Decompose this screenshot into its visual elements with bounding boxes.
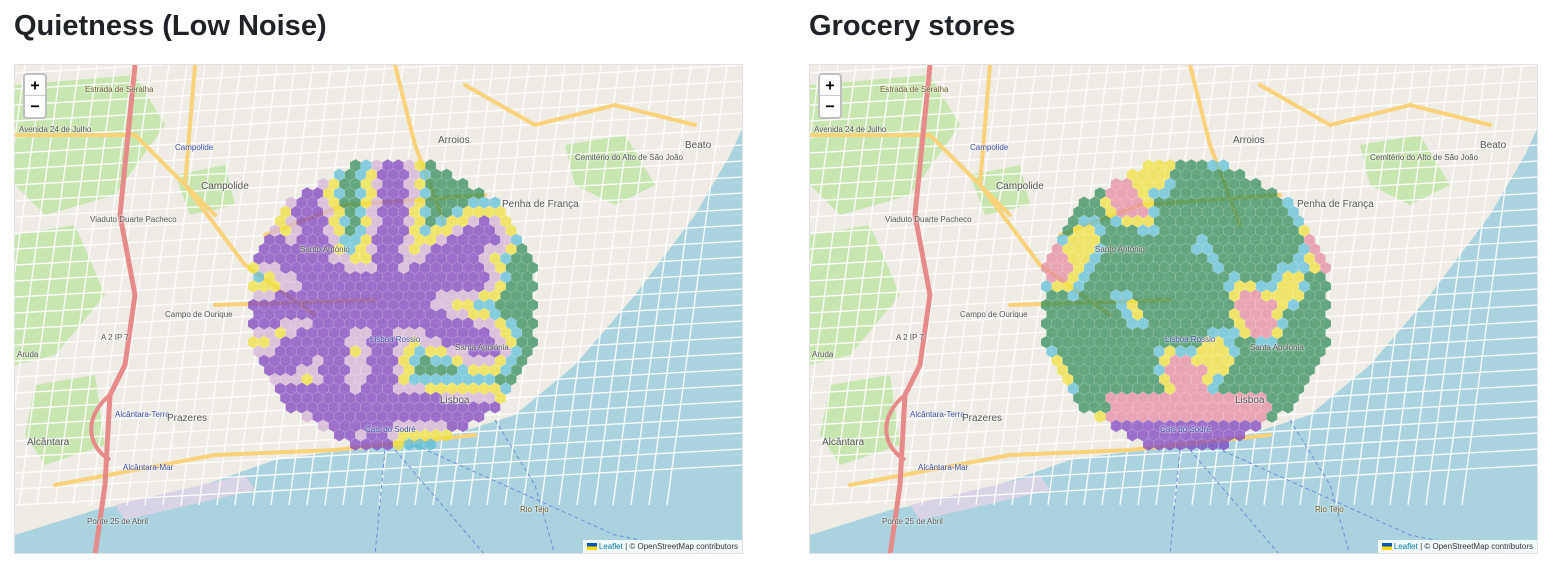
hex-cell xyxy=(1234,428,1246,442)
place-label-alcantara: Alcântara xyxy=(27,437,70,448)
place-label-ponte: Ponte 25 de Abril xyxy=(882,517,943,526)
place-label-campolide: Campolide xyxy=(201,181,249,192)
street-grid xyxy=(15,65,742,506)
ukraine-flag-icon xyxy=(586,543,597,550)
quietness-panel: Quietness (Low Noise) + − Leaflet | © Op… xyxy=(14,0,744,560)
attribution-text: | © OpenStreetMap contributors xyxy=(1420,542,1533,551)
basemap xyxy=(15,65,742,553)
ukraine-flag-icon xyxy=(1381,543,1392,550)
grocery-panel: Grocery stores + − Leaflet | © OpenStree… xyxy=(809,0,1539,560)
place-label-a2: A 2 IP 7 xyxy=(101,333,129,342)
place-label-ponte: Ponte 25 de Abril xyxy=(87,517,148,526)
grocery-hex-layer xyxy=(1040,159,1332,451)
place-label-alcantara-terra: Alcântara-Terra xyxy=(910,410,965,419)
highway-a2 xyxy=(92,65,138,553)
place-label-rio-tejo: Rio Tejo xyxy=(1315,505,1344,514)
hex-cell xyxy=(441,428,453,442)
place-label-santa-apolonia: Santa Apolónia xyxy=(455,343,509,352)
quietness-hex-layer xyxy=(247,159,539,451)
hex-cell xyxy=(1250,419,1262,433)
hex-cell xyxy=(473,410,485,424)
hex-cell xyxy=(489,400,501,414)
hex-cell xyxy=(457,419,469,433)
place-label-avenida: Avenida 24 de Julho xyxy=(814,125,887,134)
attribution-text: | © OpenStreetMap contributors xyxy=(625,542,738,551)
river-water xyxy=(15,129,742,553)
place-label-lisboa-rossio: Lisboa Rossio xyxy=(1165,335,1216,344)
zoom-out-button[interactable]: − xyxy=(825,97,835,115)
place-label-alcantara: Alcântara xyxy=(822,437,865,448)
place-label-prazeres: Prazeres xyxy=(962,413,1003,424)
river-water xyxy=(810,129,1537,553)
zoom-in-button[interactable]: + xyxy=(25,75,45,96)
place-label-cais-sodre: Cais do Sodré xyxy=(365,425,416,434)
place-label-santo-antonio: Santo António xyxy=(1095,245,1145,254)
place-label-campolide-station: Campolide xyxy=(175,143,214,152)
hex-cell xyxy=(1266,410,1278,424)
map-attribution: Leaflet | © OpenStreetMap contributors xyxy=(582,540,742,553)
place-label-arroios: Arroios xyxy=(438,135,470,146)
place-label-alcantara-mar: Alcântara-Mar xyxy=(918,463,969,472)
highway-loop xyxy=(884,393,907,462)
place-label-estrada: Estrada de Seralha xyxy=(880,85,949,94)
place-label-beato: Beato xyxy=(685,140,712,151)
place-label-alcantara-terra: Alcântara-Terra xyxy=(115,410,170,419)
hex-cell xyxy=(425,438,437,451)
hex-cell xyxy=(1218,438,1230,451)
place-label-aruda: Aruda xyxy=(812,350,834,359)
place-label-campolide-station: Campolide xyxy=(970,143,1009,152)
basemap xyxy=(810,65,1537,553)
leaflet-link[interactable]: Leaflet xyxy=(598,542,623,551)
cemetery-park xyxy=(1360,135,1450,205)
place-label-cais-sodre: Cais do Sodré xyxy=(1160,425,1211,434)
grocery-map[interactable]: + − Leaflet | © OpenStreetMap contributo… xyxy=(809,64,1538,554)
place-label-campo-ourique: Campo de Ourique xyxy=(960,310,1028,319)
panel-title: Grocery stores xyxy=(809,10,1016,42)
place-label-viaduto: Viaduto Duarte Pacheco xyxy=(885,215,972,224)
zoom-out-button[interactable]: − xyxy=(30,97,40,115)
place-label-arroios: Arroios xyxy=(1233,135,1265,146)
place-label-prazeres: Prazeres xyxy=(167,413,208,424)
cemetery-park xyxy=(565,135,655,205)
place-label-a2: A 2 IP 7 xyxy=(896,333,924,342)
place-label-viaduto: Viaduto Duarte Pacheco xyxy=(90,215,177,224)
place-label-lisboa-rossio: Lisboa Rossio xyxy=(370,335,421,344)
place-label-campolide: Campolide xyxy=(996,181,1044,192)
highway-loop xyxy=(89,393,112,462)
place-label-lisboa: Lisboa xyxy=(440,395,470,406)
place-label-cemiterio: Cemitério do Alto de São João xyxy=(575,153,684,162)
highway-a2 xyxy=(887,65,933,553)
place-label-campo-ourique: Campo de Ourique xyxy=(165,310,233,319)
place-label-cemiterio: Cemitério do Alto de São João xyxy=(1370,153,1479,162)
zoom-in-button[interactable]: + xyxy=(820,75,840,96)
place-label-santo-antonio: Santo António xyxy=(300,245,350,254)
place-label-penha: Penha de França xyxy=(1297,199,1374,210)
map-attribution: Leaflet | © OpenStreetMap contributors xyxy=(1377,540,1537,553)
place-label-alcantara-mar: Alcântara-Mar xyxy=(123,463,174,472)
zoom-control: + − xyxy=(23,73,47,119)
place-label-lisboa: Lisboa xyxy=(1235,395,1265,406)
place-label-estrada: Estrada de Seralha xyxy=(85,85,154,94)
quietness-map[interactable]: + − Leaflet | © OpenStreetMap contributo… xyxy=(14,64,743,554)
place-label-avenida: Avenida 24 de Julho xyxy=(19,125,92,134)
panel-title: Quietness (Low Noise) xyxy=(14,10,327,42)
zoom-control: + − xyxy=(818,73,842,119)
place-label-rio-tejo: Rio Tejo xyxy=(520,505,549,514)
hex-cell xyxy=(1282,400,1294,414)
place-label-aruda: Aruda xyxy=(17,350,39,359)
place-label-santa-apolonia: Santa Apolónia xyxy=(1250,343,1304,352)
place-label-penha: Penha de França xyxy=(502,199,579,210)
leaflet-link[interactable]: Leaflet xyxy=(1393,542,1418,551)
place-label-beato: Beato xyxy=(1480,140,1507,151)
